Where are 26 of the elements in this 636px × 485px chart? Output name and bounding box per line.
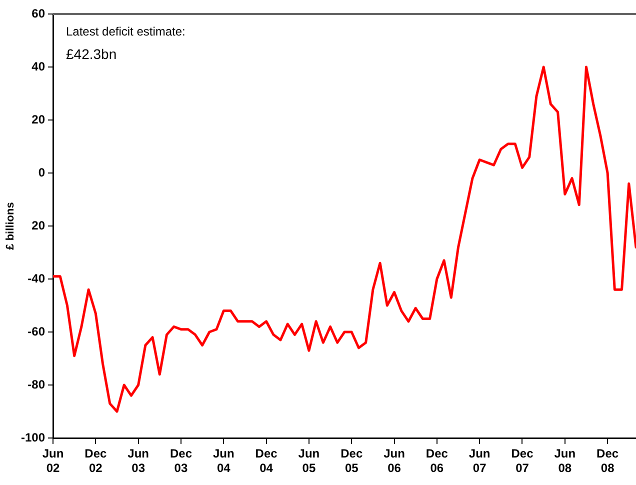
y-tick-label: 0: [38, 165, 46, 180]
x-tick-label: Jun 02: [42, 446, 64, 475]
x-tick-label: Jun 03: [128, 446, 149, 475]
x-tick-label: Dec 03: [170, 446, 192, 475]
y-tick-label: 20: [32, 112, 46, 126]
x-tick-label: Jun 08: [554, 446, 576, 475]
x-tick-label: Jun 04: [212, 446, 234, 475]
y-tick-label: 40: [32, 59, 46, 74]
y-tick-label: -40: [28, 271, 46, 286]
x-tick-label: Jun 06: [384, 446, 405, 475]
y-axis-title: £ billions: [4, 202, 17, 250]
x-tick-label: Jun 05: [298, 446, 320, 475]
y-tick-label: -80: [28, 377, 46, 392]
x-tick-label: Dec 05: [340, 446, 363, 475]
x-tick-label: Dec 02: [84, 446, 107, 475]
x-tick-label: Dec 07: [511, 446, 534, 475]
y-tick-label: 60: [32, 6, 46, 20]
annotation: Latest deficit estimate:: [66, 24, 186, 38]
y-tick-label: 20: [32, 218, 46, 232]
x-tick-label: Dec 08: [596, 446, 619, 475]
annotation: £42.3bn: [66, 46, 117, 62]
x-tick-label: Jun 07: [468, 446, 490, 475]
y-tick-label: -60: [28, 324, 46, 338]
x-tick-label: Dec 06: [426, 446, 448, 475]
y-tick-label: -100: [20, 430, 46, 444]
x-tick-label: Dec 04: [255, 446, 278, 475]
